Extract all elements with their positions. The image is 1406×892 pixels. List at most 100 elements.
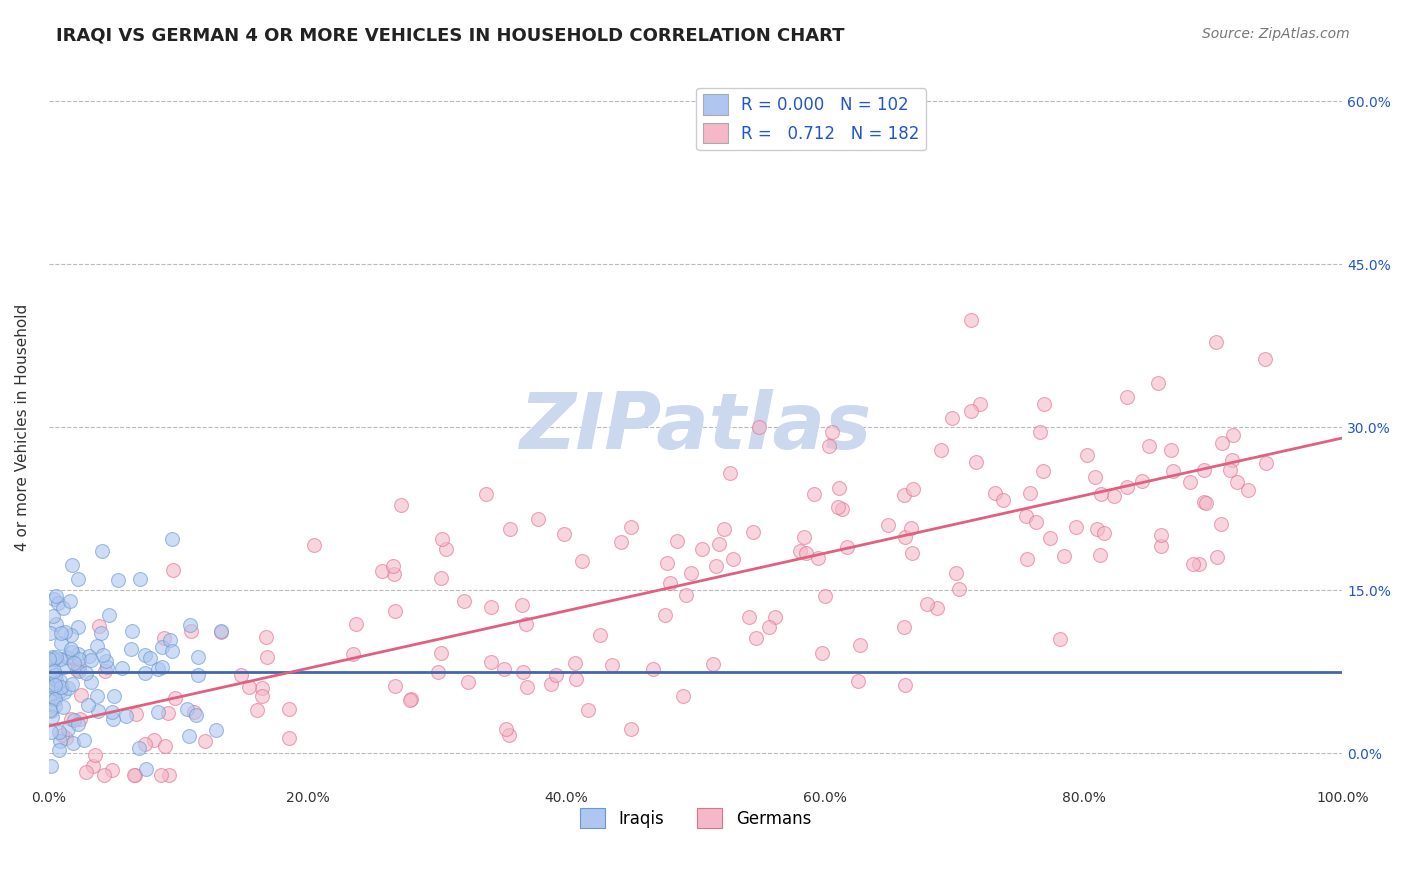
Point <box>1029 425 1052 440</box>
Point <box>429 646 451 660</box>
Point <box>73 733 96 747</box>
Point <box>679 566 702 581</box>
Point <box>94 654 117 668</box>
Point <box>564 656 586 670</box>
Point <box>1115 480 1137 494</box>
Point <box>183 705 205 719</box>
Point <box>77 698 100 712</box>
Point <box>115 709 138 723</box>
Point <box>1018 486 1040 500</box>
Point <box>1088 548 1111 562</box>
Point <box>75 666 97 681</box>
Point <box>540 677 562 691</box>
Point <box>42 664 65 678</box>
Point <box>52 600 75 615</box>
Point <box>1015 551 1038 566</box>
Point <box>157 706 180 721</box>
Point <box>124 768 146 782</box>
Point <box>1160 442 1182 457</box>
Point <box>704 558 727 573</box>
Point <box>837 541 859 555</box>
Point <box>516 680 538 694</box>
Point <box>162 644 184 658</box>
Point <box>718 466 741 480</box>
Point <box>658 575 681 590</box>
Point <box>60 712 83 726</box>
Point <box>1053 549 1076 563</box>
Point <box>49 636 72 650</box>
Point <box>98 607 121 622</box>
Point <box>44 698 66 713</box>
Point <box>620 520 643 534</box>
Point <box>721 551 744 566</box>
Y-axis label: 4 or more Vehicles in Household: 4 or more Vehicles in Household <box>15 303 30 550</box>
Point <box>44 681 66 695</box>
Point <box>67 652 90 666</box>
Point <box>302 538 325 552</box>
Point <box>205 723 228 737</box>
Point <box>80 675 103 690</box>
Point <box>1222 428 1244 442</box>
Point <box>135 762 157 776</box>
Point <box>93 768 115 782</box>
Point <box>499 522 522 536</box>
Point <box>39 725 62 739</box>
Point <box>45 650 67 665</box>
Point <box>457 675 479 690</box>
Point <box>146 662 169 676</box>
Point <box>60 641 83 656</box>
Point <box>495 722 517 736</box>
Point <box>134 648 156 662</box>
Point <box>1194 462 1216 476</box>
Point <box>93 648 115 662</box>
Point <box>187 650 209 665</box>
Point <box>619 723 641 737</box>
Point <box>1205 334 1227 349</box>
Point <box>42 652 65 666</box>
Point <box>128 740 150 755</box>
Point <box>56 650 79 665</box>
Point <box>929 443 952 458</box>
Point <box>818 439 841 453</box>
Point <box>246 703 269 717</box>
Point <box>479 655 502 669</box>
Point <box>515 616 537 631</box>
Point <box>66 573 89 587</box>
Point <box>62 558 84 572</box>
Point <box>86 639 108 653</box>
Point <box>398 692 420 706</box>
Point <box>434 542 457 557</box>
Point <box>903 482 925 496</box>
Point <box>94 665 117 679</box>
Point <box>209 624 232 639</box>
Point <box>39 656 62 670</box>
Point <box>1064 519 1087 533</box>
Point <box>1033 397 1056 411</box>
Point <box>77 648 100 663</box>
Point <box>82 759 104 773</box>
Point <box>1161 464 1184 478</box>
Point <box>80 653 103 667</box>
Point <box>59 628 82 642</box>
Point <box>1211 436 1233 450</box>
Point <box>1150 528 1173 542</box>
Point <box>1209 516 1232 531</box>
Point <box>87 704 110 718</box>
Point <box>742 525 765 540</box>
Point <box>709 537 731 551</box>
Point <box>86 690 108 704</box>
Point <box>610 534 633 549</box>
Point <box>641 662 664 676</box>
Point <box>475 487 498 501</box>
Point <box>49 734 72 748</box>
Point <box>51 681 73 695</box>
Point <box>1032 464 1054 478</box>
Point <box>654 607 676 622</box>
Point <box>69 712 91 726</box>
Point <box>48 724 70 739</box>
Point <box>52 685 75 699</box>
Point <box>42 676 65 690</box>
Point <box>1084 470 1107 484</box>
Point <box>370 564 392 578</box>
Point <box>675 588 697 602</box>
